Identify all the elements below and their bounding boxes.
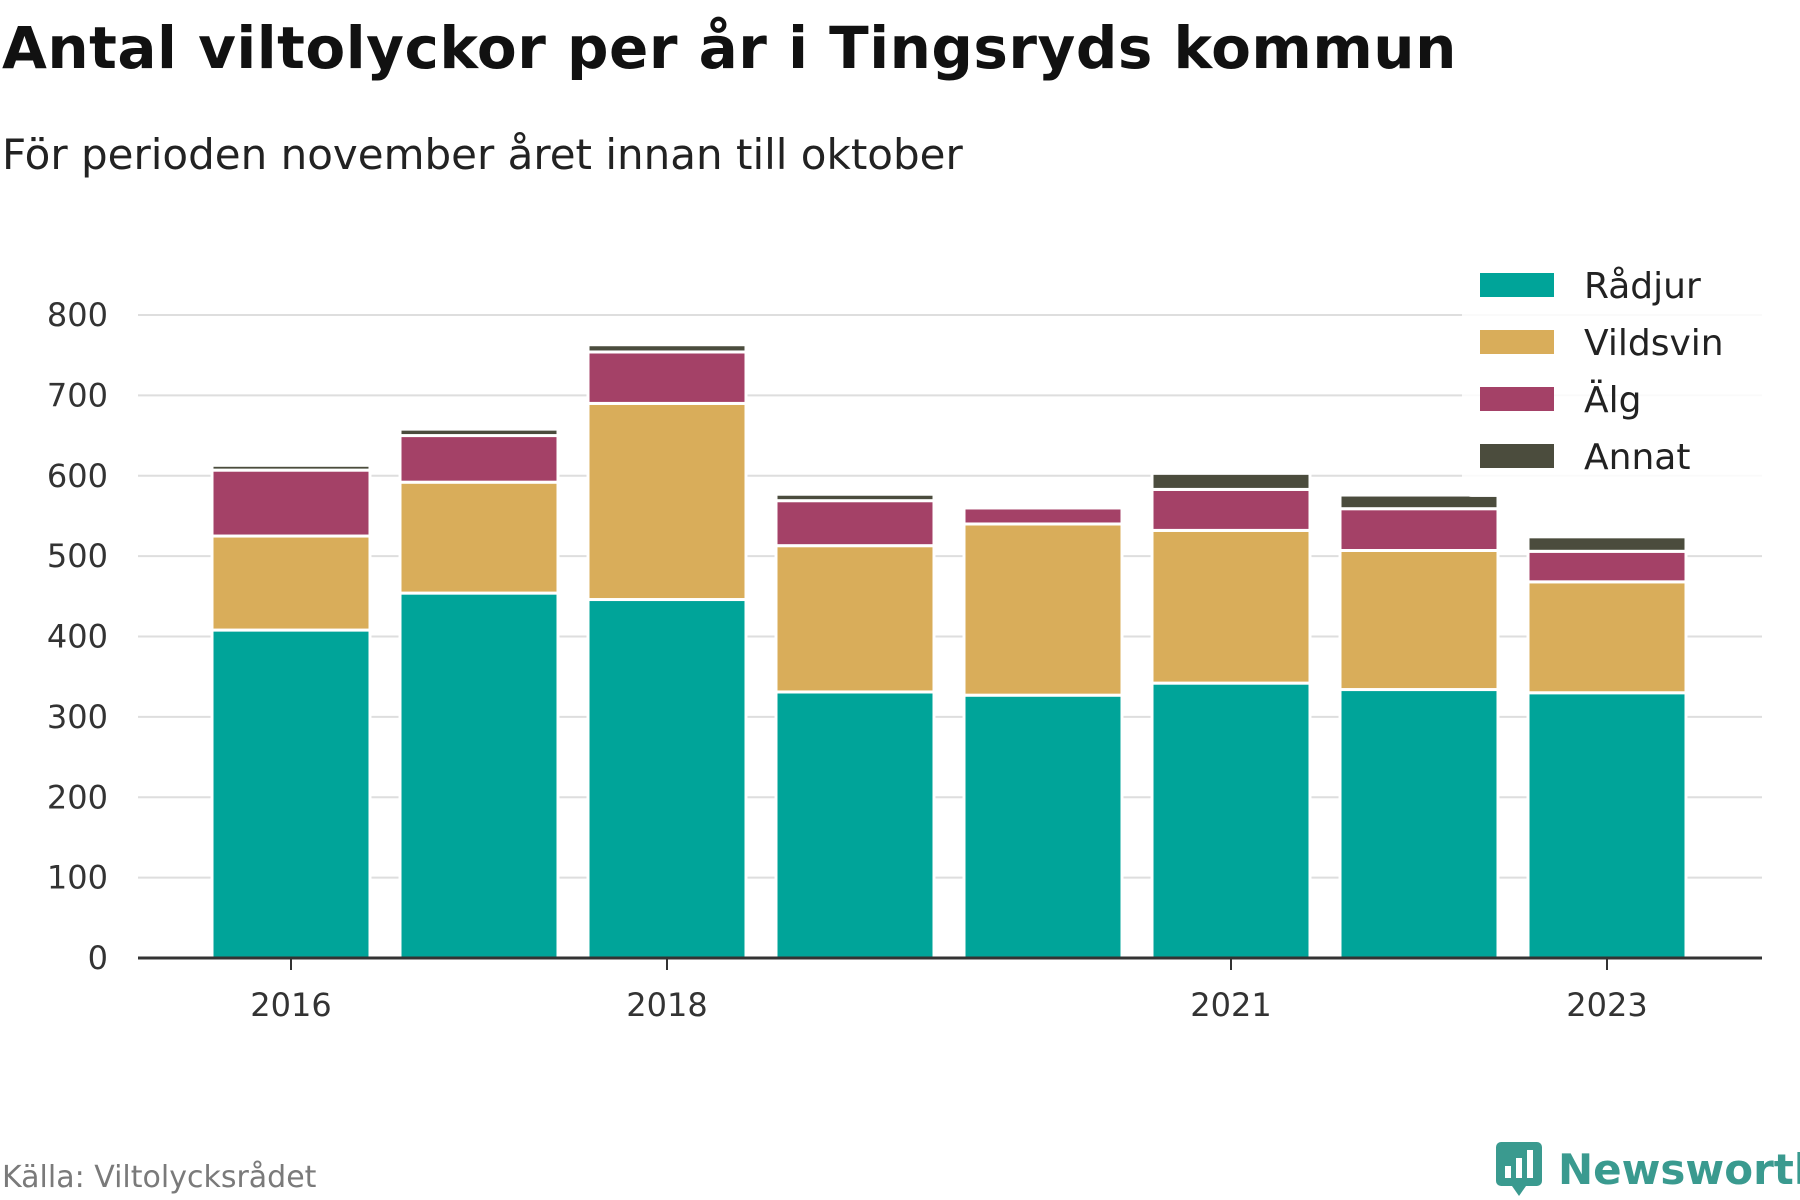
x-tick-label: 2023 [1566,986,1647,1024]
bar-segment [398,591,560,960]
bar-segment [1150,471,1312,491]
bar-segment [210,534,372,632]
bar-segment [1338,493,1500,511]
y-tick-label: 0 [88,939,108,977]
bar-segment [1526,549,1688,584]
bar-segment [774,544,936,694]
x-tick-label: 2021 [1190,986,1271,1024]
bar-segment [1526,580,1688,695]
legend-swatch [1480,330,1554,354]
bar-segment [1338,688,1500,960]
bar-segment [774,690,936,960]
bar-segment [210,463,372,472]
legend-label: Annat [1584,437,1690,478]
bar-segment [1150,681,1312,960]
bar-segment [398,427,560,438]
bar-segment [774,492,936,503]
legend-swatch [1480,387,1554,411]
bar-segment [586,598,748,960]
legend-swatch [1480,273,1554,297]
bar-segment [398,434,560,484]
bar-segment [210,468,372,538]
y-tick-label: 500 [47,537,108,575]
x-tick-label: 2018 [626,986,707,1024]
bar-segment [586,350,748,405]
y-tick-label: 800 [47,296,108,334]
brand-logo: Newsworthy [1494,1140,1800,1198]
y-tick-label: 400 [47,618,108,656]
bar-segment [1150,528,1312,685]
bar-segment [962,503,1124,510]
legend-swatch [1480,444,1554,468]
bar-segment [586,401,748,602]
chart-title: Antal viltolyckor per år i Tingsryds kom… [2,14,1457,82]
y-tick-label: 700 [47,376,108,414]
legend-label: Älg [1584,379,1641,421]
bar-segment [962,693,1124,960]
bar-segment [1338,507,1500,552]
x-tick-label: 2016 [250,986,331,1024]
bar-segment [962,506,1124,526]
bar-segment [210,628,372,960]
bar-segment [1526,691,1688,960]
legend-background [1462,255,1768,497]
brand-name: Newsworthy [1558,1144,1800,1194]
bars [210,343,1688,960]
bar-segment [962,522,1124,697]
y-tick-label: 600 [47,457,108,495]
legend-label: Vildsvin [1584,323,1724,364]
y-tick-label: 100 [47,859,108,897]
bar-segment [1150,487,1312,532]
y-tick-label: 200 [47,778,108,816]
source-note: Källa: Viltolycksrådet [2,1160,317,1195]
bar-segment [1338,548,1500,692]
newsworthy-logo-icon [1496,1142,1542,1196]
bar-segment [398,480,560,595]
legend-label: Rådjur [1584,266,1701,307]
legend: Rådjur Vildsvin Älg Annat [1462,255,1768,497]
bar-segment [586,343,748,354]
axes: 0 100 200 300 400 500 600 700 800 2016 2018 2021 202… [47,296,1762,1024]
bar-segment [1526,535,1688,553]
y-tick-label: 300 [47,698,108,736]
bar-segment [774,499,936,548]
chart-subtitle: För perioden november året innan till ok… [2,130,963,179]
